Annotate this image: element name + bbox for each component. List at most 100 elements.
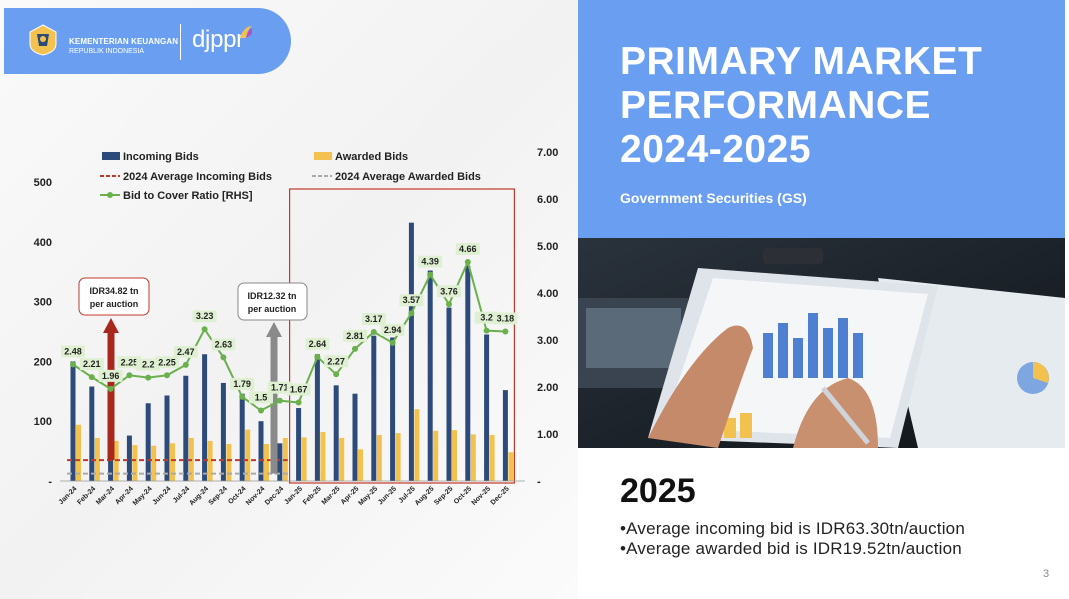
brand-swoosh-icon <box>240 26 252 38</box>
incoming-bid-bar <box>145 403 151 481</box>
right-axis-tick: - <box>537 476 541 488</box>
bid-to-cover-label: 4.66 <box>459 244 477 254</box>
incoming-bid-bar <box>70 361 76 481</box>
awarded-bid-bar <box>489 434 495 481</box>
bid-to-cover-point <box>370 329 377 336</box>
bid-to-cover-label: 1.67 <box>290 385 308 395</box>
bid-to-cover-label: 2.27 <box>327 356 345 366</box>
bid-to-cover-line <box>72 259 506 412</box>
incoming-bid-bar <box>296 408 302 481</box>
bid-to-cover-label: 1.79 <box>233 379 251 389</box>
category-tick-label: Dec-25 <box>490 485 511 506</box>
bid-to-cover-label: 4.39 <box>421 257 439 267</box>
legend-avg-incoming: 2024 Average Incoming Bids <box>123 171 272 183</box>
category-tick-label: May-25 <box>357 485 379 507</box>
clipboard-chart-photo-icon <box>578 238 1065 448</box>
legend-awarded-bids: Awarded Bids <box>335 151 408 163</box>
bid-to-cover-label-bg <box>399 294 424 307</box>
bid-to-cover-label: 2.48 <box>64 346 82 356</box>
bid-to-cover-label-bg <box>343 329 367 342</box>
bid-to-cover-point <box>182 361 189 368</box>
bid-to-cover-label: 2.21 <box>83 359 101 369</box>
summary-bullet-awarded: •Average awarded bid is IDR19.52tn/aucti… <box>620 539 962 558</box>
bid-to-cover-point <box>446 301 452 308</box>
bid-to-cover-label: 3.57 <box>403 295 421 305</box>
bid-to-cover-label: 2.2 <box>142 360 155 370</box>
right-axis-tick: 1.00 <box>537 429 558 441</box>
awarded-bid-bar <box>207 440 213 481</box>
incoming-bid-bar <box>390 337 396 481</box>
logo-divider <box>180 24 181 60</box>
ministry-emblem-icon <box>29 24 57 56</box>
bid-to-cover-point <box>389 339 396 346</box>
bid-to-cover-point <box>70 361 76 368</box>
awarded-bid-bar <box>151 445 157 481</box>
bid-to-cover-point <box>201 326 208 333</box>
category-tick-label: Jun-25 <box>377 485 398 506</box>
right-edge <box>1065 0 1069 599</box>
awarded-bid-bar <box>301 437 307 481</box>
legend-swatch-btc-point <box>107 192 113 198</box>
bid-to-cover-label-bg <box>305 337 330 350</box>
bid-to-cover-point <box>220 354 227 361</box>
bid-to-cover-label: 2.47 <box>177 347 195 357</box>
category-tick-label: Aug-25 <box>414 485 436 507</box>
chart: - 100 200 300 400 500 - 1.00 2.00 3.00 4.00 5.00 6.0… <box>34 147 559 507</box>
legend-swatch-awarded <box>314 152 332 160</box>
right-axis-tick: 3.00 <box>537 335 558 347</box>
page-number: 3 <box>1043 568 1050 580</box>
awarded-bid-bar <box>452 430 457 481</box>
bid-to-cover-label-bg <box>249 391 273 404</box>
incoming-bid-bar <box>277 443 283 481</box>
bid-to-cover-label-bg <box>418 255 443 268</box>
title-panel: PRIMARY MARKET PERFORMANCE 2024-2025 Gov… <box>578 0 1065 238</box>
bid-to-cover-label: 3.18 <box>497 314 515 324</box>
awarded-bid-bar <box>358 449 363 481</box>
bid-to-cover-label-bg <box>61 345 85 358</box>
bid-to-cover-point <box>295 399 302 406</box>
ministry-name: KEMENTERIAN KEUANGAN <box>69 37 179 46</box>
bid-to-cover-label-bg <box>98 369 123 382</box>
callout-arrowhead-awarded <box>266 322 282 337</box>
right-axis-tick: 5.00 <box>537 241 558 253</box>
category-tick-label: Nov-24 <box>245 485 267 507</box>
bid-to-cover-label: 3.2 <box>480 313 493 323</box>
awarded-bid-bar <box>433 430 439 481</box>
incoming-bid-bar <box>239 393 245 481</box>
callout-incoming-unit: per auction <box>90 299 139 309</box>
incoming-bid-bar <box>465 265 471 481</box>
bid-to-cover-point <box>276 397 283 404</box>
bid-to-cover-label: 2.81 <box>346 331 364 341</box>
incoming-bid-bar <box>371 335 377 481</box>
bid-to-cover-label-bg <box>267 381 292 394</box>
bid-to-cover-label: 2.25 <box>158 357 176 367</box>
callout-incoming-value: IDR34.82 tn <box>89 286 138 296</box>
bid-to-cover-label-bg <box>192 310 217 323</box>
category-tick-label: Mar-24 <box>95 485 116 506</box>
bid-to-cover-label-bg <box>455 242 480 255</box>
incoming-bid-bar <box>258 421 264 481</box>
page-subtitle: Government Securities (GS) <box>620 190 807 206</box>
left-axis-tick: 100 <box>34 416 52 428</box>
bid-to-cover-point <box>333 371 340 378</box>
awarded-bid-bar <box>132 445 138 481</box>
left-axis-tick: 500 <box>34 177 52 189</box>
callout-arrowhead-incoming <box>103 318 119 333</box>
bid-to-cover-label: 1.5 <box>255 393 268 403</box>
legend-bid-to-cover: Bid to Cover Ratio [RHS] <box>123 190 253 202</box>
bid-to-cover-point <box>464 258 471 265</box>
bid-to-cover-label: 3.76 <box>440 286 458 296</box>
bid-to-cover-label: 2.64 <box>309 339 327 349</box>
legend-avg-awarded: 2024 Average Awarded Bids <box>335 171 481 183</box>
bid-to-cover-label: 3.23 <box>196 311 214 321</box>
bid-to-cover-point <box>483 327 490 334</box>
ministry-country: REPUBLIK INDONESIA <box>69 48 145 55</box>
bid-to-cover-label: 1.71 <box>271 383 289 393</box>
category-tick-label: May-24 <box>132 485 154 507</box>
bid-to-cover-label-bg <box>437 285 461 298</box>
incoming-bid-bar <box>484 334 490 481</box>
bid-to-cover-point <box>145 374 152 381</box>
callout-box-incoming <box>78 277 150 316</box>
summary-bullet-incoming: •Average incoming bid is IDR63.30tn/auct… <box>620 519 965 538</box>
